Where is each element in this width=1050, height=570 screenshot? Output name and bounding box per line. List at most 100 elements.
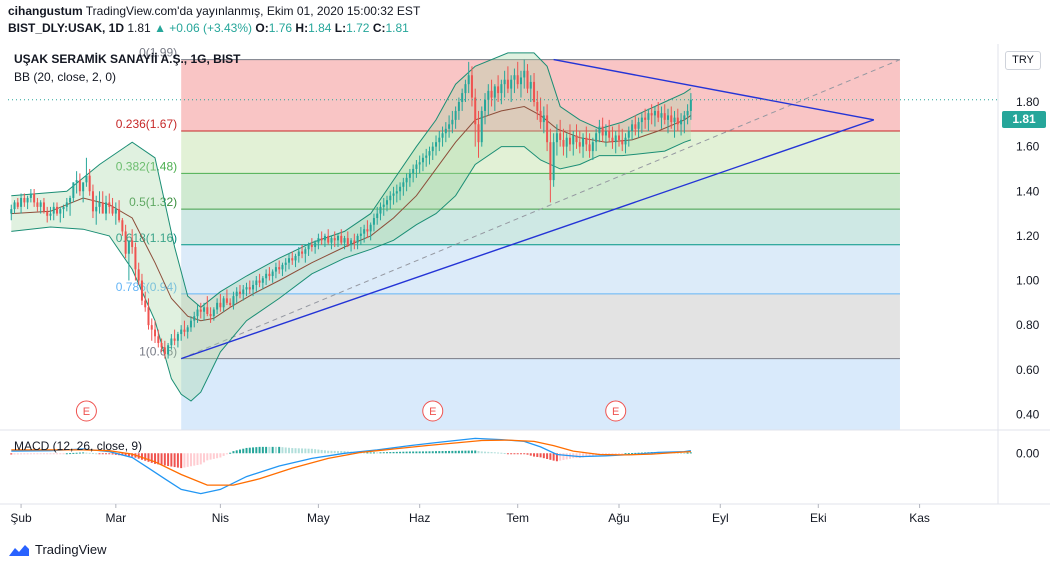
macd-histogram-bar (516, 453, 519, 455)
candle (56, 202, 59, 216)
candle (307, 242, 310, 256)
candle (314, 240, 317, 254)
ohlc-row: BIST_DLY:USAK, 1D 1.81 ▲ +0.06 (+3.43%) … (8, 21, 409, 35)
time-tick-label: May (307, 511, 330, 525)
candle (399, 182, 402, 201)
macd-histogram-bar (523, 453, 526, 455)
macd-histogram-bar (421, 451, 424, 454)
candle (245, 282, 248, 297)
macd-histogram-bar (59, 453, 62, 455)
candle-body (330, 238, 333, 243)
candle (346, 231, 349, 248)
candle-body (137, 269, 140, 281)
candle-body (382, 204, 385, 207)
open-label: O: (255, 21, 269, 35)
candle-body (493, 86, 496, 98)
fib-zone (181, 173, 900, 210)
candle (340, 229, 343, 245)
macd-histogram-bar (680, 452, 683, 454)
symbol-label: BIST_DLY:USAK, 1D (8, 21, 125, 35)
candle-body (555, 133, 558, 143)
candle-body (457, 102, 460, 111)
macd-histogram-bar (39, 453, 42, 455)
candle (667, 108, 669, 134)
macd-histogram-bar (683, 452, 686, 454)
candle (604, 124, 607, 147)
candle (464, 79, 467, 103)
candle (304, 247, 307, 263)
macd-histogram-bar (395, 451, 398, 454)
candle (647, 108, 650, 132)
macd-histogram-bar (392, 451, 395, 454)
macd-histogram-bar (72, 452, 75, 454)
candle-body (461, 93, 464, 103)
macd-histogram-bar (562, 453, 565, 461)
candle-body (291, 258, 294, 261)
candle (451, 110, 454, 134)
candle-body (26, 197, 29, 203)
macd-legend[interactable]: MACD (12, 26, close, 9) (14, 439, 143, 453)
candle (20, 193, 23, 214)
candle-body (320, 238, 323, 241)
candle (663, 104, 666, 125)
candle-body (52, 206, 55, 214)
candle (497, 75, 500, 103)
earnings-label: E (429, 406, 436, 418)
candle-body (124, 231, 127, 254)
candle (350, 238, 353, 252)
low-value: 1.72 (346, 21, 370, 35)
candle (238, 284, 241, 299)
fib-retracement[interactable]: 0(1.99)0.236(1.67)0.382(1.48)0.5(1.32)0.… (116, 46, 901, 430)
candle (673, 110, 676, 138)
macd-histogram-bar (314, 449, 317, 454)
candle (428, 146, 431, 165)
macd-histogram-bar (163, 453, 166, 466)
candle-body (193, 316, 196, 321)
trendlines[interactable] (8, 58, 998, 360)
candle-body (307, 244, 310, 250)
macd-histogram-bar (268, 446, 271, 454)
candle (105, 195, 108, 221)
candle-body (467, 75, 470, 85)
candle (72, 182, 75, 203)
macd-histogram-bar (301, 448, 304, 454)
macd-histogram-bar (242, 448, 245, 454)
macd-histogram-bar (399, 451, 402, 454)
candle-body (516, 75, 519, 85)
candle-body (82, 182, 85, 192)
macd-histogram-bar (428, 451, 431, 454)
tradingview-logo[interactable]: TradingView (8, 542, 107, 557)
macd-histogram-bar (448, 450, 451, 454)
macd-histogram-bar (529, 453, 532, 456)
candle-body (314, 242, 317, 248)
time-tick-label: Ağu (608, 511, 629, 525)
candle (154, 320, 157, 343)
candle (108, 193, 111, 214)
candle (552, 133, 555, 187)
candle (134, 242, 137, 281)
macd-histogram-bar (193, 453, 196, 466)
candle-body (428, 151, 431, 156)
candle-body (206, 307, 209, 314)
macd-histogram-bar (212, 453, 215, 459)
candle (493, 84, 496, 111)
candle-body (582, 137, 585, 147)
fib-level-label: 0.618(1.16) (116, 231, 177, 245)
candle (95, 195, 98, 225)
candle (317, 233, 320, 250)
author-name[interactable]: cihangustum (8, 4, 83, 18)
macd-histogram-bar (559, 453, 562, 461)
macd-histogram-bar (451, 450, 454, 454)
candle-body (386, 200, 389, 205)
macd-histogram-bar (526, 453, 529, 455)
candle-body (304, 249, 307, 254)
candle (88, 168, 91, 196)
candle-body (225, 298, 228, 303)
candle (595, 128, 598, 152)
candle-body (127, 240, 130, 254)
bb-legend[interactable]: BB (20, close, 2, 0) (14, 70, 117, 84)
currency-button[interactable]: TRY (1005, 51, 1041, 70)
candle-body (421, 157, 424, 163)
